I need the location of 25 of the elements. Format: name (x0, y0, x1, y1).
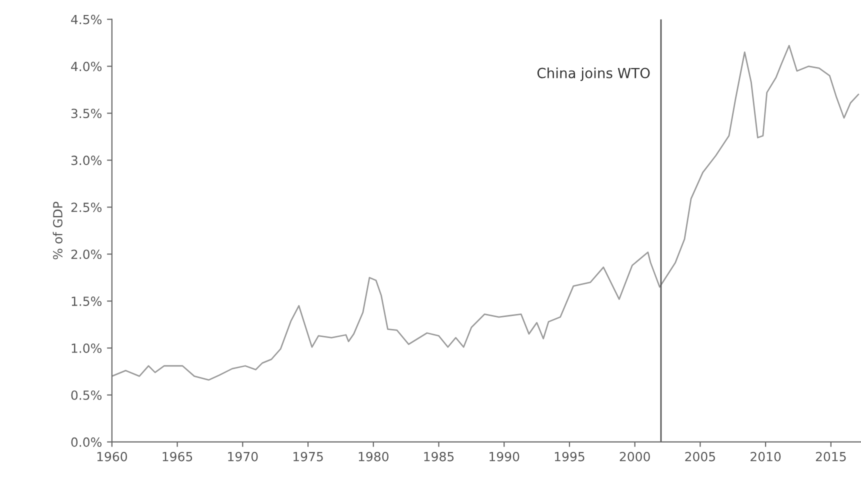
y-tick-label: 2.0% (71, 250, 102, 260)
y-tick-label: 2.5% (71, 202, 102, 212)
x-tick-label: 2000 (620, 452, 650, 462)
y-tick-label: 0.5% (71, 390, 102, 400)
x-tick-label: 1995 (554, 452, 584, 462)
line-series (112, 44, 860, 381)
y-tick-label: 0.0% (71, 437, 102, 447)
y-tick-label: 3.0% (71, 156, 102, 166)
ref-line-label: China joins WTO (537, 68, 650, 81)
x-tick-label: 1980 (358, 452, 388, 462)
x-tick-label: 1975 (293, 452, 323, 462)
x-tick-label: 2015 (816, 452, 846, 462)
x-tick-label: 1990 (490, 452, 520, 462)
y-tick-label: 1.5% (72, 296, 102, 306)
x-tick-label: 2010 (750, 452, 781, 462)
x-tick-label: 1970 (228, 452, 258, 462)
x-tick-label: 1960 (97, 452, 128, 462)
y-tick-label: 3.5% (71, 108, 102, 118)
y-tick-label: 4.0% (71, 62, 102, 72)
x-tick-label: 1965 (162, 452, 192, 462)
y-axis-title: % of GDP (52, 202, 62, 260)
x-tick-label: 2005 (685, 452, 716, 462)
x-tick-label: 1985 (424, 452, 454, 462)
y-tick-label: 4.5% (71, 14, 102, 24)
y-tick-label: 1.0% (72, 344, 102, 353)
